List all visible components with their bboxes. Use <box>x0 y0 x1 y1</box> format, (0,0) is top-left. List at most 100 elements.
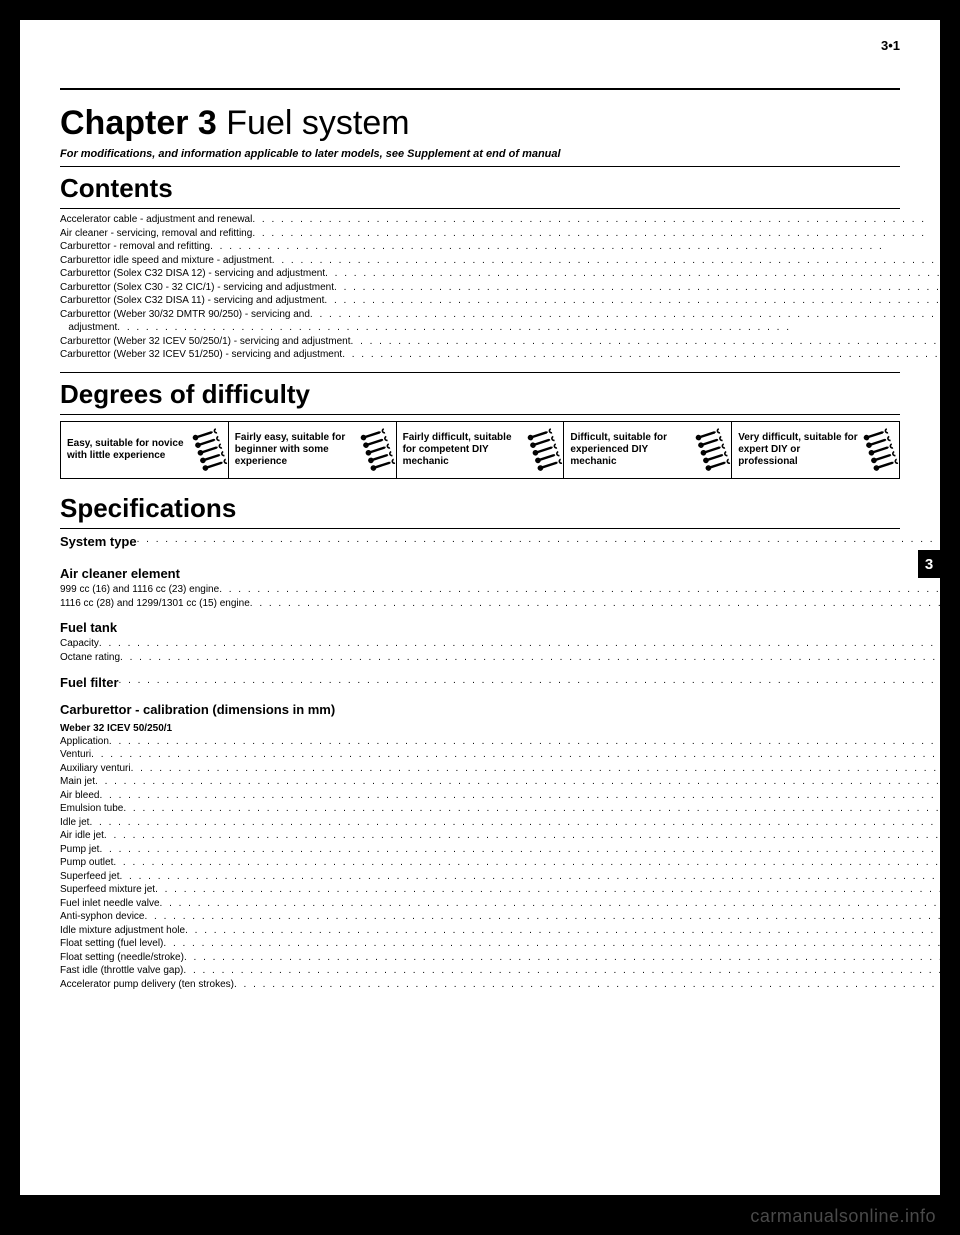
spec-dots <box>131 762 960 776</box>
spec-label: Accelerator pump delivery (ten strokes) <box>60 978 234 992</box>
spec-dots <box>99 789 960 803</box>
spec-row: Fuel filter <box>60 664 960 692</box>
wrench-icon <box>694 426 731 472</box>
spec-row: Venturi <box>60 748 960 762</box>
rule <box>60 528 900 529</box>
toc-dots <box>325 267 960 281</box>
difficulty-cell: Fairly difficult, suitable for competent… <box>396 422 564 478</box>
spec-label: 999 cc (16) and 1116 cc (23) engine <box>60 583 219 597</box>
spec-row: Auxiliary venturi <box>60 762 960 776</box>
toc-row: Carburettor (Solex C32 DISA 11) - servic… <box>60 294 960 308</box>
toc-label: Carburettor (Weber 32 ICEV 51/250) - ser… <box>60 348 342 362</box>
toc-dots <box>334 281 960 295</box>
toc-row: Carburettor (Solex C32 DISA 12) - servic… <box>60 267 960 281</box>
specifications-heading: Specifications <box>60 493 900 524</box>
spec-dots <box>155 883 960 897</box>
chapter-name: Fuel system <box>226 104 409 142</box>
spec-row: 1116 cc (28) and 1299/1301 cc (15) engin… <box>60 597 960 611</box>
spec-dots <box>104 829 960 843</box>
toc-row: Carburettor (Solex C30 - 32 CIC/1) - ser… <box>60 281 960 295</box>
difficulty-text: Easy, suitable for novice with little ex… <box>67 438 190 462</box>
spec-row: Idle mixture adjustment hole <box>60 924 960 938</box>
toc-row: Carburettor idle speed and mixture - adj… <box>60 254 960 268</box>
spec-dots <box>119 674 960 692</box>
spec-label: Float setting (fuel level) <box>60 937 163 951</box>
toc-dots <box>210 240 960 254</box>
toc-label: Carburettor (Weber 30/32 DMTR 90/250) - … <box>60 308 310 322</box>
spec-row: Float setting (fuel level) <box>60 937 960 951</box>
toc-row: Carburettor (Weber 32 ICEV 50/250/1) - s… <box>60 335 960 349</box>
spec-dots <box>113 856 960 870</box>
spec-row: Accelerator pump delivery (ten strokes) <box>60 978 960 992</box>
spec-label: Air idle jet <box>60 829 104 843</box>
spec-dots <box>109 735 960 749</box>
toc-dots <box>310 308 960 322</box>
wrench-icon <box>190 426 227 472</box>
spec-label: Anti-syphon device <box>60 910 145 924</box>
toc-row: Carburettor (Weber 32 ICEV 51/250) - ser… <box>60 348 960 362</box>
watermark: carmanualsonline.info <box>750 1206 936 1227</box>
spec-row: Idle jet <box>60 816 960 830</box>
spec-label: Idle jet <box>60 816 89 830</box>
spec-label: Superfeed mixture jet <box>60 883 155 897</box>
spec-label: Superfeed jet <box>60 870 120 884</box>
toc-dots <box>272 254 960 268</box>
spec-row: Anti-syphon device <box>60 910 960 924</box>
spec-label: Fast idle (throttle valve gap) <box>60 964 183 978</box>
spec-label: Air bleed <box>60 789 99 803</box>
spec-subheading: Fuel tank <box>60 620 960 635</box>
difficulty-cell: Fairly easy, suitable for beginner with … <box>228 422 396 478</box>
chapter-number: Chapter 3 <box>60 104 217 142</box>
difficulty-text: Very difficult, suitable for expert DIY … <box>738 432 861 468</box>
spec-row: Fast idle (throttle valve gap) <box>60 964 960 978</box>
rule <box>60 372 900 373</box>
spec-dots <box>137 533 960 551</box>
toc-label: Carburettor (Solex C32 DISA 11) - servic… <box>60 294 324 308</box>
difficulty-text: Fairly difficult, suitable for competent… <box>403 432 526 468</box>
rule <box>60 208 900 209</box>
toc-dots <box>342 348 960 362</box>
spec-label: Capacity <box>60 637 99 651</box>
toc-row: Carburettor - removal and refitting8 <box>60 240 960 254</box>
spec-subheading-small: Weber 32 ICEV 50/250/1 <box>60 723 960 734</box>
difficulty-box: Easy, suitable for novice with little ex… <box>60 421 900 479</box>
spec-dots <box>163 937 960 951</box>
page: 3•1 Chapter 3 Fuel system For modificati… <box>20 20 940 1195</box>
difficulty-heading: Degrees of difficulty <box>60 379 900 410</box>
difficulty-cell: Easy, suitable for novice with little ex… <box>61 422 228 478</box>
spec-label: Auxiliary venturi <box>60 762 131 776</box>
toc-label: Carburettor - removal and refitting <box>60 240 210 254</box>
toc-dots <box>351 335 960 349</box>
spec-label: Fuel filter <box>60 674 119 692</box>
spec-row: Superfeed jet <box>60 870 960 884</box>
toc-label: adjustment <box>60 321 117 335</box>
wrench-icon <box>526 426 563 472</box>
spec-row: Fuel inlet needle valve <box>60 897 960 911</box>
spec-row: Main jet <box>60 775 960 789</box>
spec-dots <box>219 583 960 597</box>
contents-columns: Accelerator cable - adjustment and renew… <box>60 213 900 362</box>
spec-label: Emulsion tube <box>60 802 123 816</box>
toc-label: Accelerator cable - adjustment and renew… <box>60 213 252 227</box>
spec-dots <box>184 951 960 965</box>
wrench-icon <box>861 426 898 472</box>
toc-row: Air cleaner - servicing, removal and ref… <box>60 227 960 241</box>
spec-label: Fuel inlet needle valve <box>60 897 160 911</box>
spec-label: Pump outlet <box>60 856 113 870</box>
spec-row: Superfeed mixture jet <box>60 883 960 897</box>
toc-dots <box>324 294 960 308</box>
spec-row: Air bleed <box>60 789 960 803</box>
spec-dots <box>89 816 960 830</box>
toc-row: Carburettor (Weber 30/32 DMTR 90/250) - … <box>60 308 960 322</box>
rule <box>60 88 900 90</box>
toc-row: adjustment14 <box>60 321 960 335</box>
spec-row: Air idle jet <box>60 829 960 843</box>
toc-label: Air cleaner - servicing, removal and ref… <box>60 227 252 241</box>
chapter-subtitle: For modifications, and information appli… <box>60 148 900 160</box>
spec-row: System type <box>60 533 960 551</box>
toc-dots <box>252 213 960 227</box>
toc-label: Carburettor (Weber 32 ICEV 50/250/1) - s… <box>60 335 351 349</box>
spec-label: Pump jet <box>60 843 99 857</box>
spec-dots <box>120 651 960 665</box>
toc-dots <box>252 227 960 241</box>
